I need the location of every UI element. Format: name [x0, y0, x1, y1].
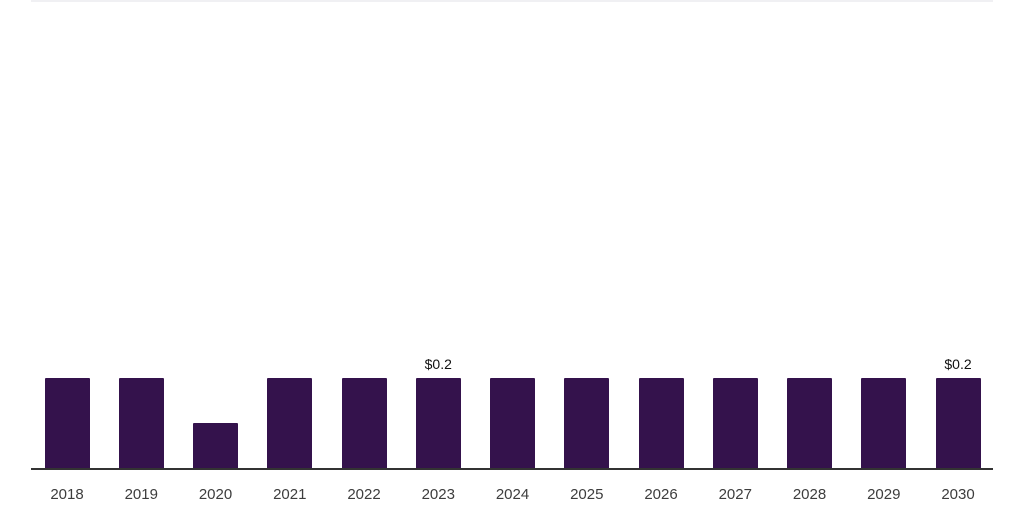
bar-2026 — [638, 378, 684, 468]
bar-2024 — [490, 378, 535, 468]
bar-2022 — [341, 378, 387, 468]
bar-2023 — [415, 378, 461, 468]
x-tick-label-2026: 2026 — [644, 486, 678, 503]
x-tick-label-2024: 2024 — [495, 486, 530, 503]
bar-2020 — [193, 423, 238, 468]
x-tick-label-2027: 2027 — [718, 486, 752, 503]
data-label-2023: $0.2 — [424, 356, 452, 372]
x-tick-label-2018: 2018 — [50, 486, 84, 503]
x-tick-label-2021: 2021 — [273, 486, 307, 503]
bar-2029 — [861, 378, 907, 468]
x-tick-label-2028: 2028 — [792, 486, 827, 503]
bar-2028 — [787, 378, 832, 468]
x-axis-line — [31, 468, 993, 470]
data-label-2030: $0.2 — [944, 356, 972, 372]
bar-2021 — [267, 378, 313, 468]
bar-2027 — [712, 378, 758, 468]
x-tick-label-2019: 2019 — [124, 486, 158, 503]
x-tick-label-2022: 2022 — [347, 486, 381, 503]
bar-2019 — [118, 378, 164, 468]
x-tick-label-2025: 2025 — [570, 486, 604, 503]
x-tick-label-2029: 2029 — [867, 486, 901, 503]
bar-2025 — [564, 378, 610, 468]
x-tick-label-2020: 2020 — [198, 486, 233, 503]
x-tick-label-2023: 2023 — [421, 486, 455, 503]
bar-2018 — [44, 378, 90, 468]
bar-2030 — [935, 378, 981, 468]
x-tick-label-2030: 2030 — [941, 486, 975, 503]
chart-top-border — [31, 0, 993, 2]
